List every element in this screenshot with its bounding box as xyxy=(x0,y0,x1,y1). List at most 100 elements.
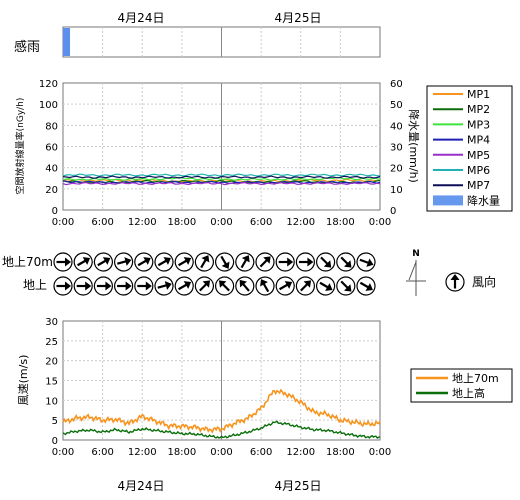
wind-arrow-ground-10 xyxy=(255,276,275,296)
precipitation-y-tick-label: 20 xyxy=(390,164,403,175)
wind-arrow-ground-8 xyxy=(215,276,235,296)
wind-arrow-shaft xyxy=(259,259,268,268)
wind-arrow-ground-1 xyxy=(73,276,93,296)
wind-arrow-head xyxy=(65,281,71,291)
wind-arrow-shaft xyxy=(359,281,370,289)
date-label-bottom-day2: 4月25日 xyxy=(275,479,322,493)
wind-row-label-upper: 地上70m xyxy=(2,255,53,269)
legend-label-mp3: MP3 xyxy=(467,118,490,131)
radiation-x-tick-label: 6:00 xyxy=(250,217,272,228)
wind-arrow-head xyxy=(241,255,250,263)
radiation-x-tick-label: 18:00 xyxy=(326,217,355,228)
radiation-y-tick-label: 120 xyxy=(39,79,58,90)
wind-arrow-head xyxy=(287,257,294,267)
wind-arrow-head xyxy=(124,257,132,266)
wind-arrow-shaft xyxy=(220,255,228,266)
wind-speed-series-line-0 xyxy=(62,388,381,434)
legend-swatch-precipitation xyxy=(433,195,463,206)
wind-speed-x-tick-label: 0:00 xyxy=(52,447,74,458)
radiation-y-axis-title: 空間放射線量率(nGy/h) xyxy=(14,98,26,195)
wind-speed-y-tick-label: 20 xyxy=(45,357,58,368)
radiation-x-tick-label: 12:00 xyxy=(286,217,315,228)
wind-arrow-head xyxy=(183,281,192,289)
legend-label-mp7: MP7 xyxy=(467,179,490,192)
precipitation-y-tick-label: 30 xyxy=(390,143,403,154)
wind-speed-x-tick-label: 0:00 xyxy=(369,447,391,458)
wind-arrow-head xyxy=(85,281,92,291)
wind-arrow-upper-9 xyxy=(235,252,255,272)
wind-arrow-ground-15 xyxy=(356,276,376,296)
wind-arrow-shaft xyxy=(77,259,87,267)
radiation-x-tick-label: 0:00 xyxy=(210,217,232,228)
wind-speed-chart: 0 5 10 15 20 25 30 0:00 6:00 12:00 18:00 0:00 6:00 12… xyxy=(45,317,391,458)
wind-arrow-head xyxy=(344,284,352,292)
wind-arrow-ground-6 xyxy=(174,276,194,296)
legend-label-mp2: MP2 xyxy=(467,103,490,116)
radiation-y-tick-label: 60 xyxy=(45,143,58,154)
date-label-top-day1: 4月24日 xyxy=(118,11,165,25)
wind-arrow-head xyxy=(164,281,172,290)
wind-direction-legend: 風向 xyxy=(445,272,496,292)
legend-label-mp1: MP1 xyxy=(467,88,490,101)
wind-speed-y-tick-label: 0 xyxy=(52,436,58,447)
wind-arrow-upper-3 xyxy=(113,252,134,272)
precipitation-y-axis-title: 降水量(mm/h) xyxy=(407,109,421,183)
wind-arrow-shaft xyxy=(279,283,289,291)
wind-speed-series-line-1 xyxy=(62,420,381,440)
wind-arrow-head xyxy=(183,257,192,265)
north-compass: N xyxy=(406,249,426,296)
precipitation-y-tick-label: 40 xyxy=(390,121,403,132)
wind-speed-x-tick-label: 18:00 xyxy=(167,447,196,458)
wind-arrow-ground-13 xyxy=(316,276,336,296)
wind-arrow-shaft xyxy=(137,259,147,267)
legend-label-precipitation: 降水量 xyxy=(467,193,500,207)
wind-arrow-shaft xyxy=(340,256,349,265)
radiation-y-tick-label: 80 xyxy=(45,121,58,132)
wind-arrow-head xyxy=(239,279,247,288)
wind-arrow-head xyxy=(344,260,352,268)
wind-arrow-shaft xyxy=(242,282,250,292)
wind-arrow-ground-2 xyxy=(93,276,114,296)
legend-label-mp4: MP4 xyxy=(467,134,490,147)
wind-arrow-shaft xyxy=(240,258,248,269)
wind-arrow-shaft xyxy=(178,283,188,291)
wind-arrow-head xyxy=(365,283,373,291)
wind-arrow-head xyxy=(325,283,333,291)
radiation-x-tick-label: 0:00 xyxy=(52,217,74,228)
rain-sensor-label: 感雨 xyxy=(14,39,40,55)
wind-arrow-shaft xyxy=(300,283,309,292)
wind-arrow-shaft xyxy=(200,258,207,269)
wind-arrow-ground-14 xyxy=(336,276,356,296)
wind-arrow-head xyxy=(450,274,460,280)
rain-sensor-strip xyxy=(62,26,381,58)
wind-arrow-upper-8 xyxy=(215,252,235,272)
wind-speed-legend-label-1: 地上高 xyxy=(452,386,485,400)
legend-label-mp5: MP5 xyxy=(467,149,490,162)
radiation-y-tick-label: 40 xyxy=(45,164,58,175)
wind-arrow-shaft xyxy=(157,259,168,267)
radiation-x-tick-label: 18:00 xyxy=(167,217,196,228)
wind-arrow-upper-15 xyxy=(356,252,376,272)
north-label: N xyxy=(412,249,420,259)
wind-arrow-upper-14 xyxy=(336,252,356,272)
radiation-y-tick-label: 0 xyxy=(52,206,58,217)
radiation-series-line-mp5 xyxy=(62,181,381,186)
wind-arrow-ground-5 xyxy=(154,276,174,296)
wind-arrow-head xyxy=(366,258,374,267)
wind-arrow-head xyxy=(303,280,312,288)
wind-direction-legend-label: 風向 xyxy=(472,274,496,289)
wind-arrow-head xyxy=(145,281,152,291)
wind-speed-x-tick-label: 6:00 xyxy=(250,447,272,458)
wind-arrow-shaft xyxy=(319,281,329,289)
wind-speed-x-tick-label: 12:00 xyxy=(286,447,315,458)
wind-arrow-head xyxy=(201,255,210,263)
wind-arrow-head xyxy=(102,257,111,265)
wind-speed-y-tick-label: 30 xyxy=(45,317,58,328)
radiation-x-tick-label: 12:00 xyxy=(128,217,157,228)
wind-arrow-upper-0 xyxy=(53,252,73,272)
wind-speed-y-tick-label: 10 xyxy=(45,396,58,407)
